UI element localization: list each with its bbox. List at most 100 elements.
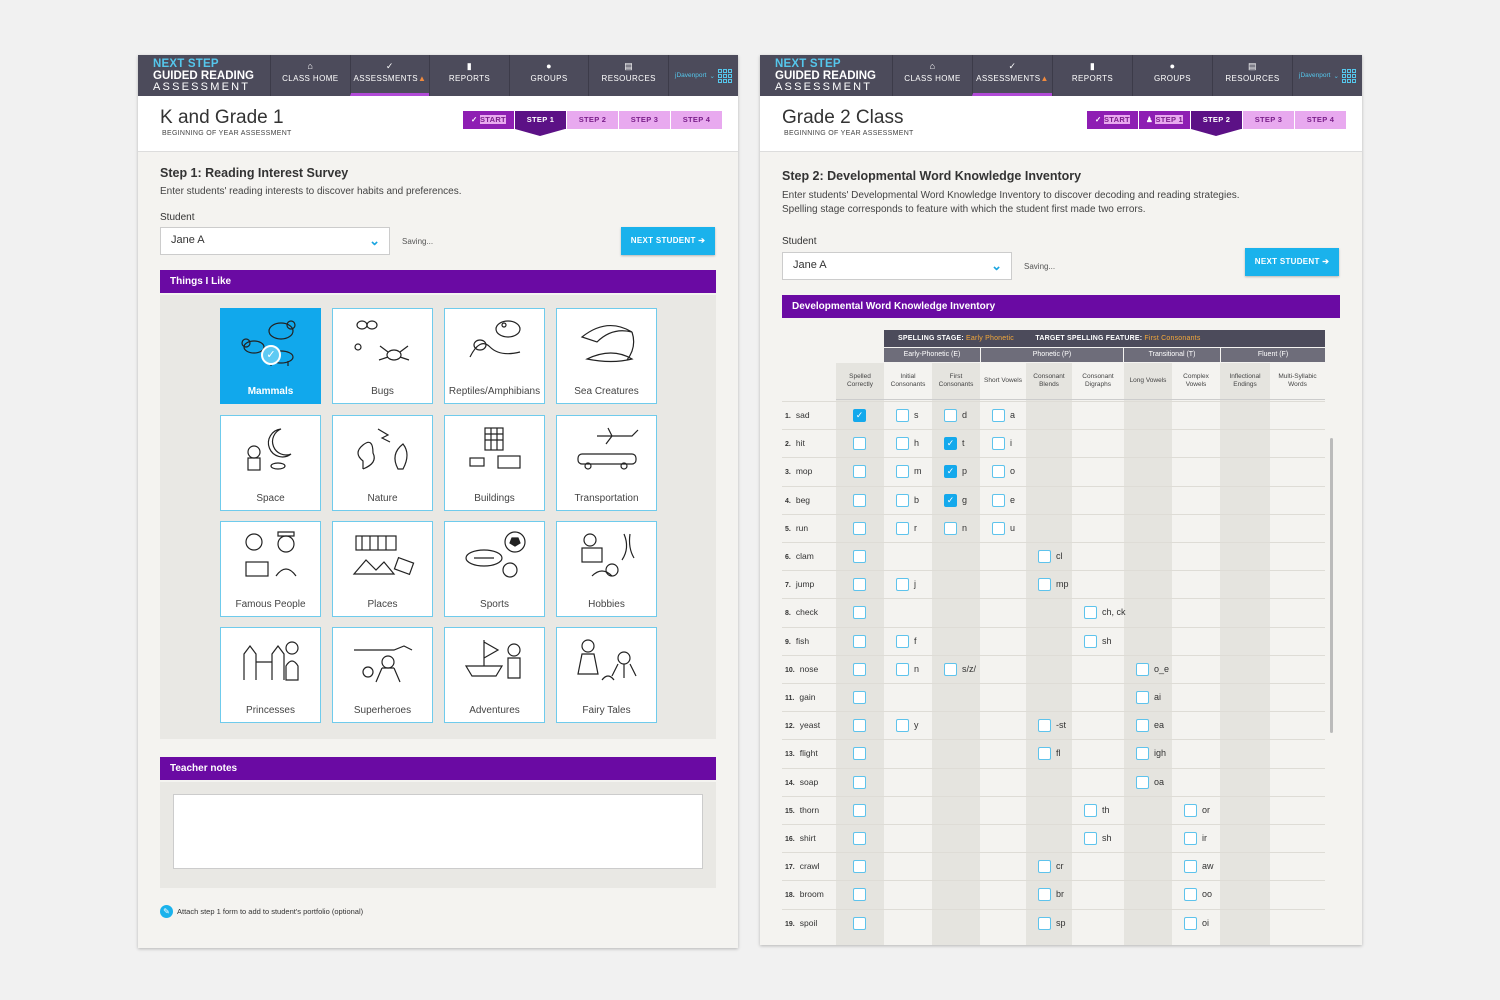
spelled-correctly-checkbox[interactable]: [853, 832, 866, 845]
interest-tile-superheroes[interactable]: Superheroes: [332, 627, 433, 723]
long-feature-checkbox[interactable]: [1136, 747, 1149, 761]
spelled-correctly-checkbox[interactable]: [853, 437, 866, 451]
short-feature-checkbox[interactable]: [992, 521, 1005, 535]
initial-feature-checkbox[interactable]: [896, 437, 909, 451]
digraphs-feature-checkbox[interactable]: [1084, 634, 1097, 648]
spelled-correctly-checkbox[interactable]: [853, 916, 866, 930]
step-4[interactable]: STEP 4: [1295, 111, 1346, 129]
spelled-correctly-checkbox[interactable]: [853, 691, 866, 704]
step-start[interactable]: ✓ START: [463, 111, 514, 129]
next-student-button[interactable]: NEXT STUDENT ➔: [1245, 248, 1339, 276]
complex-feature-checkbox[interactable]: [1184, 916, 1197, 930]
digraphs-feature-checkbox[interactable]: [1084, 606, 1097, 620]
blends-feature-checkbox[interactable]: [1038, 916, 1051, 930]
interest-tile-hobbies[interactable]: Hobbies: [556, 521, 657, 617]
initial-feature-checkbox[interactable]: [896, 465, 909, 479]
step-4[interactable]: STEP 4: [671, 111, 722, 129]
nav-class-home[interactable]: ⌂ CLASS HOME: [270, 55, 350, 96]
step-2[interactable]: STEP 2: [567, 111, 618, 129]
digraphs-feature-checkbox[interactable]: [1084, 803, 1097, 817]
first-feature-checkbox[interactable]: ✓: [944, 465, 957, 479]
blends-feature-checkbox[interactable]: [1038, 719, 1051, 733]
interest-tile-buildings[interactable]: Buildings: [444, 415, 545, 511]
nav-resources[interactable]: ▤ RESOURCES: [588, 55, 668, 96]
complex-feature-checkbox[interactable]: [1184, 860, 1197, 874]
interest-tile-fairy-tales[interactable]: Fairy Tales: [556, 627, 657, 723]
blends-feature-checkbox[interactable]: [1038, 578, 1051, 592]
nav-resources[interactable]: ▤ RESOURCES: [1212, 55, 1292, 96]
interest-tile-nature[interactable]: Nature: [332, 415, 433, 511]
short-feature-checkbox[interactable]: [992, 493, 1005, 507]
interest-tile-reptiles[interactable]: Reptiles/Amphibians: [444, 308, 545, 404]
spelled-correctly-checkbox[interactable]: [853, 888, 866, 902]
nav-groups[interactable]: ● GROUPS: [1132, 55, 1212, 96]
first-feature-checkbox[interactable]: ✓: [944, 493, 957, 507]
spelled-correctly-checkbox[interactable]: [853, 803, 866, 817]
blends-feature-checkbox[interactable]: [1038, 747, 1051, 761]
apps-grid-icon[interactable]: [717, 68, 732, 83]
step-3[interactable]: STEP 3: [619, 111, 670, 129]
short-feature-checkbox[interactable]: [992, 437, 1005, 451]
step-2[interactable]: STEP 2: [1191, 111, 1242, 136]
spelled-correctly-checkbox[interactable]: [853, 493, 866, 507]
blends-feature-checkbox[interactable]: [1038, 888, 1051, 902]
first-feature-checkbox[interactable]: [944, 409, 957, 422]
interest-tile-sports[interactable]: Sports: [444, 521, 545, 617]
initial-feature-checkbox[interactable]: [896, 634, 909, 648]
interest-tile-places[interactable]: Places: [332, 521, 433, 617]
nav-groups[interactable]: ● GROUPS: [508, 55, 589, 96]
initial-feature-checkbox[interactable]: [896, 493, 909, 507]
spelled-correctly-checkbox[interactable]: ✓: [853, 409, 866, 422]
nav-assessments[interactable]: ✓ ASSESSMENTS▲: [972, 55, 1052, 96]
step-1[interactable]: ♟ STEP 1: [1139, 111, 1190, 129]
initial-feature-checkbox[interactable]: [896, 521, 909, 535]
interest-tile-sea-creatures[interactable]: Sea Creatures: [556, 308, 657, 404]
first-feature-checkbox[interactable]: ✓: [944, 437, 957, 451]
app-logo[interactable]: NEXT STEP GUIDED READING ASSESSMENT: [138, 55, 270, 96]
spelled-correctly-checkbox[interactable]: [853, 465, 866, 479]
interest-tile-space[interactable]: Space: [220, 415, 321, 511]
interest-tile-famous-people[interactable]: Famous People: [220, 521, 321, 617]
step-1[interactable]: STEP 1: [515, 111, 566, 136]
apps-grid-icon[interactable]: [1341, 68, 1356, 83]
teacher-notes-textarea[interactable]: [173, 794, 703, 869]
initial-feature-checkbox[interactable]: [896, 719, 909, 733]
initial-feature-checkbox[interactable]: [896, 578, 909, 592]
spelled-correctly-checkbox[interactable]: [853, 662, 866, 676]
long-feature-checkbox[interactable]: [1136, 691, 1149, 704]
short-feature-checkbox[interactable]: [992, 409, 1005, 422]
complex-feature-checkbox[interactable]: [1184, 832, 1197, 845]
spelled-correctly-checkbox[interactable]: [853, 775, 866, 789]
user-menu[interactable]: jDavenport ⌄: [667, 55, 738, 96]
nav-assessments[interactable]: ✓ ASSESSMENTS▲: [349, 55, 430, 96]
initial-feature-checkbox[interactable]: [896, 409, 909, 422]
interest-tile-transportation[interactable]: Transportation: [556, 415, 657, 511]
spelled-correctly-checkbox[interactable]: [853, 521, 866, 535]
blends-feature-checkbox[interactable]: [1038, 860, 1051, 874]
blends-feature-checkbox[interactable]: [1038, 550, 1051, 563]
spelled-correctly-checkbox[interactable]: [853, 578, 866, 592]
spelled-correctly-checkbox[interactable]: [853, 719, 866, 733]
spelled-correctly-checkbox[interactable]: [853, 860, 866, 874]
first-feature-checkbox[interactable]: [944, 521, 957, 535]
table-scrollbar[interactable]: [1330, 438, 1333, 733]
complex-feature-checkbox[interactable]: [1184, 803, 1197, 817]
complex-feature-checkbox[interactable]: [1184, 888, 1197, 902]
attach-form-link[interactable]: ✎ Attach step 1 form to add to student's …: [160, 905, 363, 918]
first-feature-checkbox[interactable]: [944, 662, 957, 676]
spelled-correctly-checkbox[interactable]: [853, 747, 866, 761]
next-student-button[interactable]: NEXT STUDENT ➔: [621, 227, 715, 255]
spelled-correctly-checkbox[interactable]: [853, 606, 866, 620]
short-feature-checkbox[interactable]: [992, 465, 1005, 479]
long-feature-checkbox[interactable]: [1136, 775, 1149, 789]
digraphs-feature-checkbox[interactable]: [1084, 832, 1097, 845]
nav-reports[interactable]: ▮ REPORTS: [1052, 55, 1132, 96]
student-select[interactable]: Jane A ⌄: [782, 252, 1012, 280]
interest-tile-bugs[interactable]: Bugs: [332, 308, 433, 404]
spelled-correctly-checkbox[interactable]: [853, 634, 866, 648]
step-3[interactable]: STEP 3: [1243, 111, 1294, 129]
spelled-correctly-checkbox[interactable]: [853, 550, 866, 563]
initial-feature-checkbox[interactable]: [896, 662, 909, 676]
interest-tile-adventures[interactable]: Adventures: [444, 627, 545, 723]
interest-tile-princesses[interactable]: Princesses: [220, 627, 321, 723]
